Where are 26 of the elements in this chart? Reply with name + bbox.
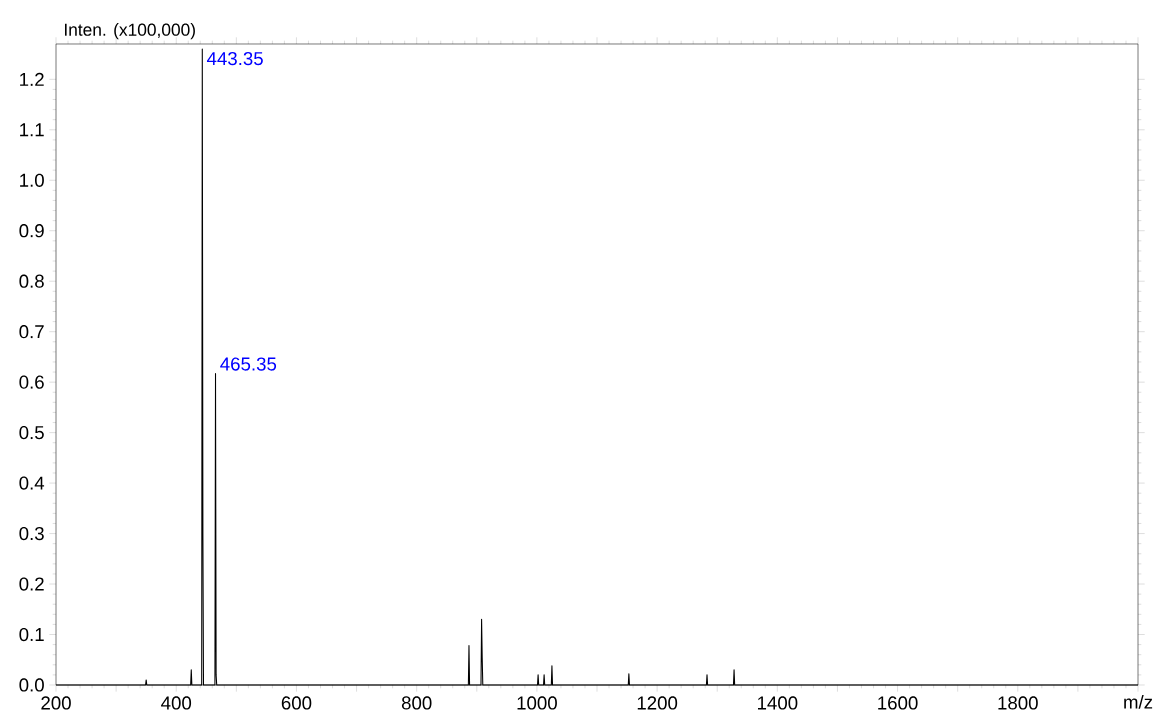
x-tick-label: 400	[161, 696, 192, 710]
annotation: 443.35	[206, 51, 263, 66]
y-tick-label: 0.1	[19, 627, 44, 642]
x-tick-label: 1600	[878, 696, 918, 710]
y-axis-title: Inten. (x100,000)	[65, 23, 195, 40]
y-tick-label: 1.2	[20, 72, 44, 86]
x-tick-label: 800	[401, 696, 432, 710]
y-tick-label: 0.5	[19, 426, 44, 440]
y-tick-label: 0.0	[19, 678, 44, 692]
y-tick-label: 0.9	[19, 224, 44, 238]
y-tick-label: 0.4	[19, 476, 45, 490]
y-tick-label: 0.7	[19, 325, 44, 339]
y-tick-label: 0.6	[19, 375, 44, 389]
x-tick-label: 1000	[517, 696, 557, 710]
y-tick-label: 0.2	[19, 577, 44, 591]
x-axis-title: m/z	[1124, 695, 1153, 709]
x-tick-label: 1400	[758, 696, 798, 710]
y-tick-label: 0.3	[19, 526, 44, 541]
x-tick-label: 1200	[637, 696, 678, 710]
y-tick-label: 1.0	[20, 173, 44, 187]
x-tick-label: 1800	[998, 696, 1038, 710]
x-tick-label: 600	[281, 696, 312, 710]
annotation: 465.35	[220, 357, 277, 371]
x-tick-label: 200	[41, 696, 71, 710]
y-tick-label: 1.1	[20, 123, 44, 137]
y-tick-label: 0.8	[19, 274, 44, 288]
